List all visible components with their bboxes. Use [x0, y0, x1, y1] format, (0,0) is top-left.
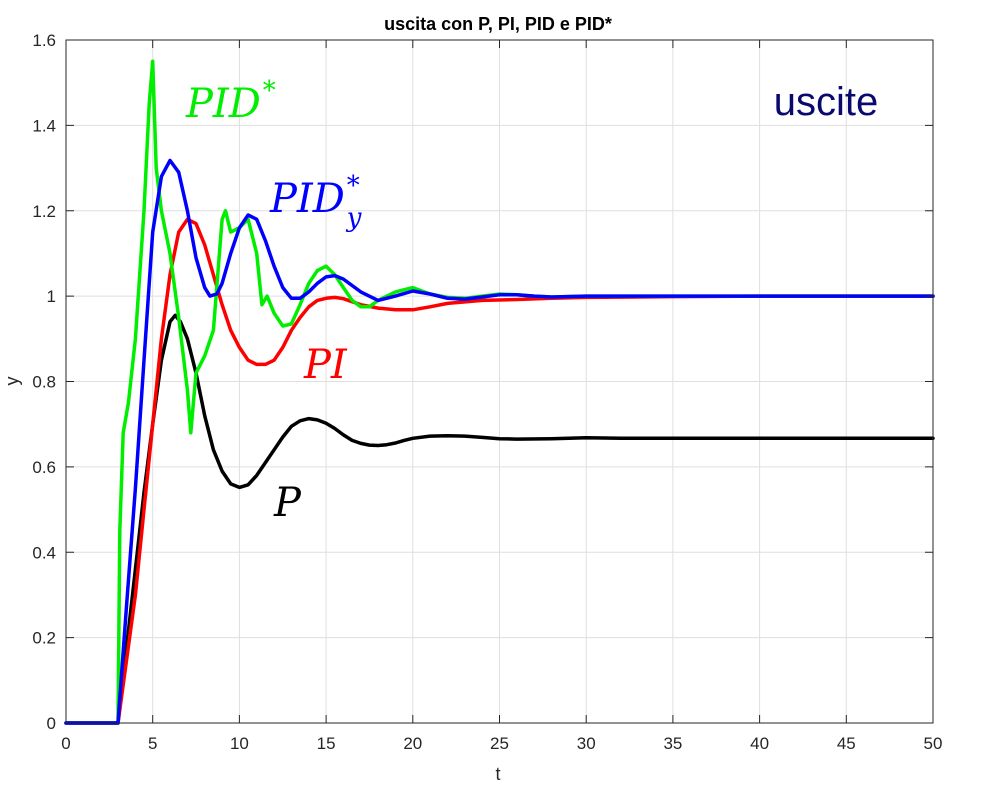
y-axis-label: y: [2, 377, 22, 386]
series-label-pi-base: PI: [303, 342, 348, 388]
x-tick-label: 45: [837, 734, 856, 753]
x-tick-label: 25: [490, 734, 509, 753]
series-label-pid-sup: *: [263, 76, 276, 106]
y-tick-label: 0.2: [32, 629, 56, 648]
y-tick-label: 1.6: [32, 31, 56, 50]
series-line-p: [64, 313, 935, 725]
x-tick-label: 10: [230, 734, 249, 753]
series-label-pidy: PID: [269, 176, 345, 222]
x-tick-label: 15: [317, 734, 336, 753]
y-tick-label: 0: [47, 714, 56, 733]
series-label-p: P: [273, 480, 302, 526]
series-label-pid: PID: [185, 81, 261, 127]
series-label-pidy-sup: *: [347, 171, 360, 201]
series-label-pi: PI: [303, 342, 348, 388]
x-tick-label: 35: [663, 734, 682, 753]
series-label-pidy-base: PID: [269, 176, 345, 222]
x-tick-label: 20: [403, 734, 422, 753]
y-tick-label: 0.6: [32, 458, 56, 477]
series-line-pi: [64, 217, 935, 725]
chart-title: uscita con P, PI, PID e PID*: [384, 14, 612, 34]
x-tick-label: 50: [924, 734, 943, 753]
y-tick-label: 1.4: [32, 116, 56, 135]
series-label-pid-base: PID: [185, 81, 261, 127]
x-tick-label: 5: [148, 734, 157, 753]
series-label-pidy-sub: y: [346, 203, 362, 233]
ticks: [65, 39, 934, 724]
y-tick-label: 1: [47, 287, 56, 306]
x-axis-label: t: [495, 764, 500, 784]
x-tick-labels: 0 5 10 15 20 25 30 35 40 45 50: [61, 734, 942, 753]
y-tick-labels: 0 0.2 0.4 0.6 0.8 1 1.2 1.4 1.6: [32, 31, 56, 733]
y-tick-label: 1.2: [32, 202, 56, 221]
y-tick-label: 0.8: [32, 373, 56, 392]
corner-label: uscite: [774, 80, 879, 124]
y-tick-label: 0.4: [32, 543, 56, 562]
series-label-p-base: P: [273, 480, 302, 526]
series-layer: [64, 59, 935, 725]
x-tick-label: 30: [577, 734, 596, 753]
x-tick-label: 40: [750, 734, 769, 753]
x-tick-label: 0: [61, 734, 70, 753]
series-line-pidy: [64, 158, 935, 725]
